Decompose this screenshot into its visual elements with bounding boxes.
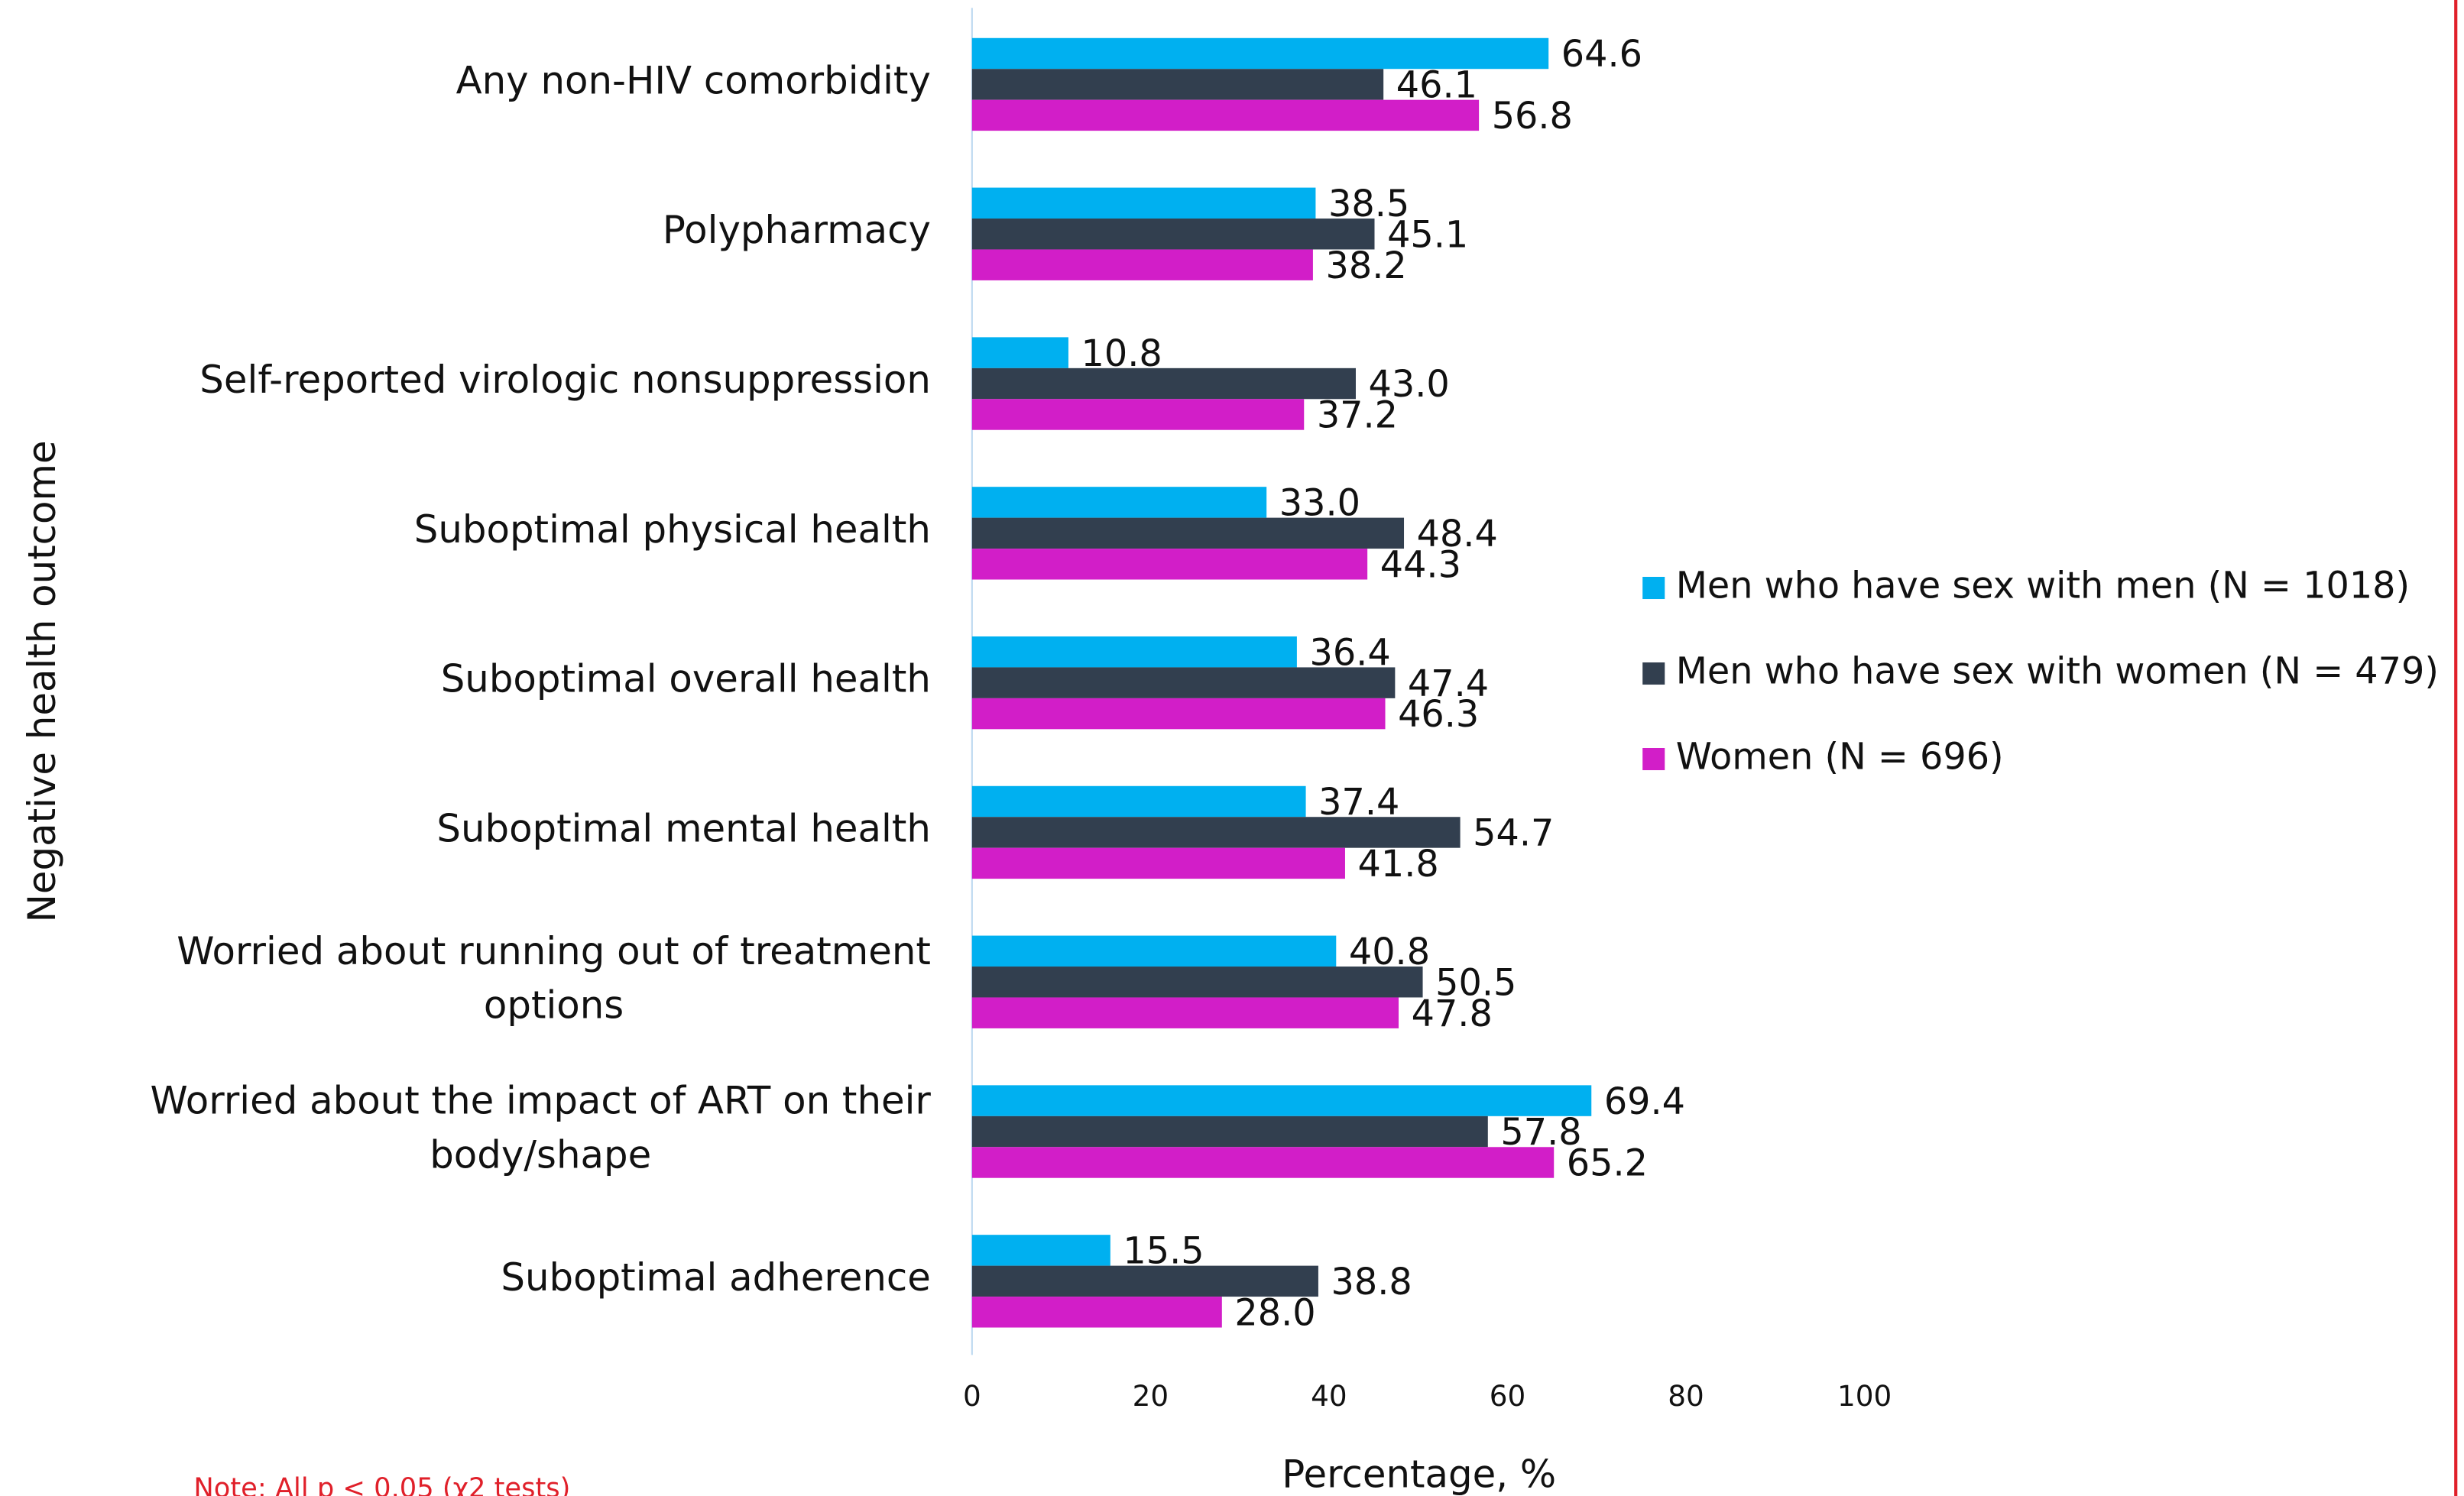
bar bbox=[971, 636, 1297, 668]
bar bbox=[971, 69, 1384, 100]
category-label: Suboptimal overall health bbox=[441, 657, 931, 701]
data-label: 43.0 bbox=[1369, 364, 1450, 406]
bar bbox=[971, 997, 1399, 1028]
data-label: 47.8 bbox=[1412, 993, 1493, 1035]
data-label: 37.4 bbox=[1318, 782, 1399, 824]
data-label: 57.8 bbox=[1500, 1112, 1581, 1154]
data-label: 54.7 bbox=[1473, 813, 1554, 855]
data-label: 28.0 bbox=[1234, 1292, 1315, 1334]
data-label: 41.8 bbox=[1358, 844, 1439, 886]
bar bbox=[971, 667, 1396, 698]
bar bbox=[971, 219, 1375, 250]
legend-label: Men who have sex with men (N = 1018) bbox=[1676, 565, 2410, 607]
category-label: Suboptimal mental health bbox=[436, 806, 931, 850]
category-label: Any non-HIV comorbidity bbox=[456, 58, 931, 102]
legend-swatch bbox=[1642, 662, 1665, 685]
data-label: 48.4 bbox=[1417, 513, 1498, 555]
bar bbox=[971, 1147, 1555, 1178]
bar bbox=[971, 1265, 1318, 1297]
x-tick-label: 0 bbox=[963, 1379, 981, 1413]
data-label: 38.8 bbox=[1331, 1261, 1412, 1303]
legend-swatch bbox=[1642, 576, 1665, 600]
bar bbox=[971, 785, 1306, 818]
bar bbox=[971, 1297, 1222, 1328]
bar bbox=[971, 487, 1267, 518]
x-tick-label: 60 bbox=[1490, 1379, 1526, 1413]
data-label: 69.4 bbox=[1604, 1081, 1685, 1123]
x-axis-label: Percentage, % bbox=[1282, 1452, 1556, 1496]
data-label: 10.8 bbox=[1081, 333, 1162, 375]
data-label: 38.2 bbox=[1326, 245, 1407, 287]
bar bbox=[971, 187, 1316, 219]
bar bbox=[971, 847, 1345, 879]
category-label: body/shape bbox=[430, 1132, 651, 1177]
bar bbox=[971, 935, 1337, 967]
category-label: Suboptimal adherence bbox=[501, 1255, 930, 1300]
x-tick-label: 80 bbox=[1668, 1379, 1704, 1413]
bar bbox=[971, 399, 1305, 430]
data-label: 56.8 bbox=[1492, 96, 1573, 138]
bar bbox=[971, 249, 1313, 280]
note: Note: All p < 0.05 (χ2 tests) bbox=[193, 1473, 570, 1496]
bar bbox=[971, 1116, 1488, 1148]
data-label: 64.6 bbox=[1561, 34, 1642, 76]
x-tick-label: 40 bbox=[1311, 1379, 1347, 1413]
legend-label: Women (N = 696) bbox=[1676, 737, 2004, 779]
bar bbox=[971, 698, 1386, 730]
category-label: Suboptimal physical health bbox=[414, 507, 931, 552]
data-label: 33.0 bbox=[1279, 483, 1360, 525]
data-label: 38.5 bbox=[1328, 183, 1409, 225]
x-tick-label: 20 bbox=[1133, 1379, 1169, 1413]
data-label: 46.3 bbox=[1398, 694, 1479, 736]
data-label: 45.1 bbox=[1387, 214, 1468, 256]
bar bbox=[971, 517, 1405, 549]
bar bbox=[971, 817, 1461, 848]
category-label: Worried about the impact of ART on their bbox=[151, 1079, 932, 1123]
bar bbox=[971, 967, 1423, 998]
bar bbox=[971, 337, 1068, 368]
bar bbox=[971, 37, 1549, 70]
bar bbox=[971, 1235, 1110, 1266]
bar bbox=[971, 549, 1368, 580]
bar bbox=[971, 99, 1480, 131]
data-label: 47.4 bbox=[1408, 663, 1489, 705]
data-label: 40.8 bbox=[1349, 931, 1430, 973]
data-label: 65.2 bbox=[1567, 1143, 1648, 1185]
category-label: Worried about running out of treatment bbox=[177, 929, 931, 973]
data-label: 15.5 bbox=[1123, 1231, 1204, 1273]
bar bbox=[971, 368, 1356, 400]
data-label: 44.3 bbox=[1380, 544, 1461, 586]
data-label: 37.2 bbox=[1317, 395, 1398, 437]
x-tick-label: 100 bbox=[1837, 1379, 1892, 1413]
legend-label: Men who have sex with women (N = 479) bbox=[1676, 651, 2439, 693]
data-label: 46.1 bbox=[1396, 65, 1477, 107]
category-label: Polypharmacy bbox=[663, 208, 931, 252]
data-label: 36.4 bbox=[1309, 632, 1390, 674]
y-axis-label: Negative health outcome bbox=[20, 440, 64, 922]
category-label: options bbox=[484, 983, 624, 1027]
bar bbox=[971, 1085, 1592, 1116]
data-label: 50.5 bbox=[1435, 962, 1516, 1004]
category-label: Self-reported virologic nonsuppression bbox=[199, 358, 931, 402]
legend-swatch bbox=[1642, 748, 1665, 771]
